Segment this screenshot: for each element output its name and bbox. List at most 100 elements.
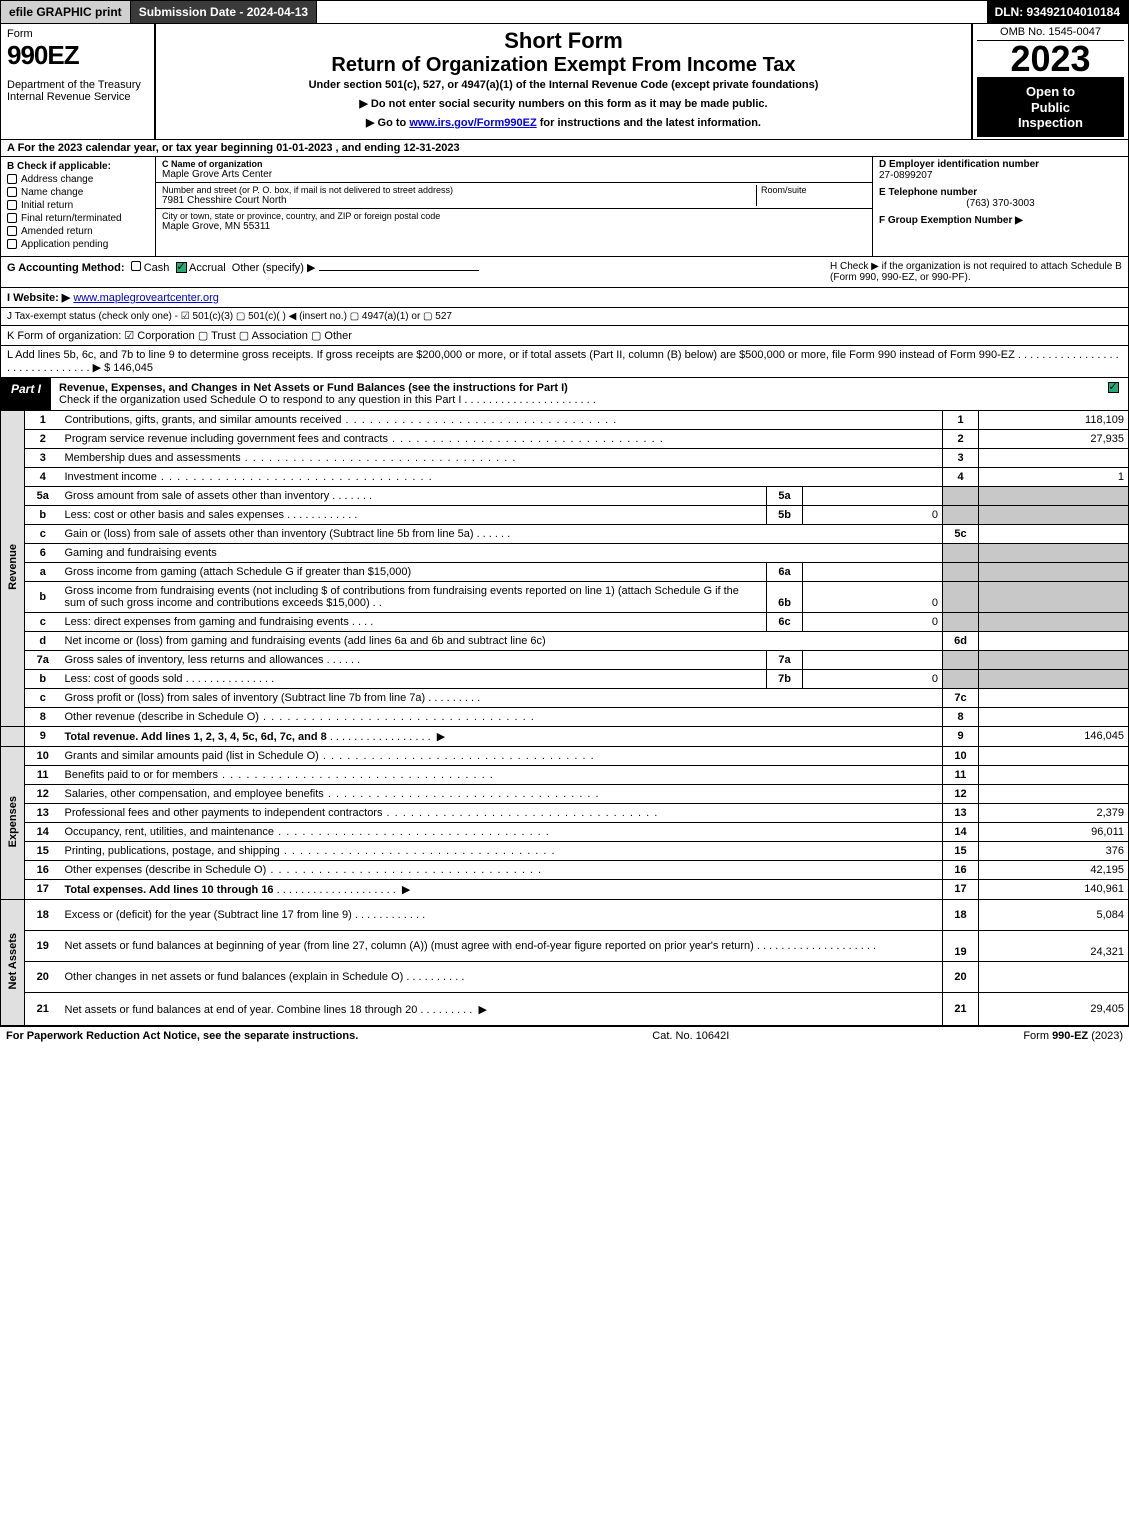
line-no: 2 [25,429,61,448]
line-desc: Total expenses. Add lines 10 through 16 [65,884,274,896]
grey-cell [943,562,979,581]
line-3: 3 Membership dues and assessments 3 [1,448,1129,467]
line-no: c [25,524,61,543]
short-form-title: Short Form [162,28,965,54]
inset-val [803,650,943,669]
sidecat-label: Expenses [7,766,19,877]
inset-val: 0 [803,669,943,688]
line-no: a [25,562,61,581]
opt-final-return[interactable]: Final return/terminated [7,213,149,224]
line-desc: Gross income from fundraising events (no… [65,585,739,609]
line-desc: Gross amount from sale of assets other t… [65,490,330,502]
city-row: City or town, state or province, country… [156,209,872,234]
grey-cell [979,650,1129,669]
line-desc: Other revenue (describe in Schedule O) [65,711,259,723]
line-num: 11 [943,765,979,784]
line-desc: Contributions, gifts, grants, and simila… [65,414,342,426]
sidecat-net-assets: Net Assets [1,899,25,1025]
website-link[interactable]: www.maplegroveartcenter.org [73,292,219,304]
line-no: 9 [25,726,61,746]
line-val [979,765,1129,784]
g-label: G Accounting Method: [7,262,125,274]
row-a-tax-year: A For the 2023 calendar year, or tax yea… [0,140,1129,157]
street-row: Number and street (or P. O. box, if mail… [156,183,872,209]
opt-application-pending[interactable]: Application pending [7,239,149,250]
submission-date: Submission Date - 2024-04-13 [131,1,317,23]
line-val: 29,405 [979,993,1129,1026]
org-name: Maple Grove Arts Center [162,169,866,180]
line-no: 20 [25,962,61,993]
inset-val: 0 [803,581,943,612]
checkbox-icon [7,213,17,223]
g-accrual: Accrual [189,262,226,274]
inset-label: 7a [767,650,803,669]
line-num: 7c [943,688,979,707]
line-no: 12 [25,784,61,803]
part-1-subtitle: Check if the organization used Schedule … [59,394,596,406]
dln: DLN: 93492104010184 [987,1,1128,23]
line-num: 20 [943,962,979,993]
opt-address-change[interactable]: Address change [7,174,149,185]
footer-form-post: (2023) [1088,1030,1123,1042]
street-label: Number and street (or P. O. box, if mail… [162,185,756,195]
goto-post: for instructions and the latest informat… [537,117,761,129]
grey-cell [979,669,1129,688]
line-14: 14Occupancy, rent, utilities, and mainte… [1,822,1129,841]
open-line1: Open to [979,84,1122,100]
inset-label: 5b [767,505,803,524]
line-val: 42,195 [979,860,1129,879]
line-no: 4 [25,467,61,486]
city: Maple Grove, MN 55311 [162,221,866,232]
irs-link[interactable]: www.irs.gov/Form990EZ [409,117,536,129]
form-number: 990EZ [7,40,148,71]
line-13: 13Professional fees and other payments t… [1,803,1129,822]
line-desc: Less: cost of goods sold [65,673,183,685]
line-no: 16 [25,860,61,879]
org-name-row: C Name of organization Maple Grove Arts … [156,157,872,183]
website-label: I Website: ▶ [7,292,70,304]
row-k-org-type: K Form of organization: ☑ Corporation ▢ … [0,326,1129,346]
line-val [979,784,1129,803]
grey-cell [943,505,979,524]
grey-cell [979,581,1129,612]
line-desc: Net assets or fund balances at beginning… [65,940,754,952]
line-val [979,524,1129,543]
line-num: 19 [943,930,979,961]
line-12: 12Salaries, other compensation, and empl… [1,784,1129,803]
line-desc: Benefits paid to or for members [65,769,218,781]
grey-cell [943,543,979,562]
line-val [979,962,1129,993]
city-label: City or town, state or province, country… [162,211,866,221]
ein-label: D Employer identification number [879,159,1039,170]
block-b-to-f: B Check if applicable: Address change Na… [0,157,1129,257]
sidecat-revenue: Revenue [1,411,25,727]
line-val: 96,011 [979,822,1129,841]
line-7b: b Less: cost of goods sold . . . . . . .… [1,669,1129,688]
opt-initial-return[interactable]: Initial return [7,200,149,211]
grey-cell [943,486,979,505]
line-no: b [25,505,61,524]
ssn-warning: ▶ Do not enter social security numbers o… [162,97,965,110]
opt-amended-return[interactable]: Amended return [7,226,149,237]
opt-label: Name change [21,187,83,198]
line-17: 17Total expenses. Add lines 10 through 1… [1,879,1129,899]
inset-label: 6c [767,612,803,631]
part-1-checkbox[interactable] [1098,378,1128,410]
line-18: Net Assets 18Excess or (deficit) for the… [1,899,1129,930]
line-1: Revenue 1 Contributions, gifts, grants, … [1,411,1129,430]
inset-label: 7b [767,669,803,688]
efile-print-button[interactable]: efile GRAPHIC print [1,1,131,23]
line-num: 1 [943,411,979,430]
part-1-header: Part I Revenue, Expenses, and Changes in… [0,378,1129,411]
form-word: Form [7,28,148,40]
line-no: 7a [25,650,61,669]
under-section: Under section 501(c), 527, or 4947(a)(1)… [162,79,965,91]
part-1-title-text: Revenue, Expenses, and Changes in Net As… [59,382,568,394]
header-center: Short Form Return of Organization Exempt… [156,24,973,139]
opt-name-change[interactable]: Name change [7,187,149,198]
dept-treasury: Department of the Treasury Internal Reve… [7,79,148,103]
line-6: 6 Gaming and fundraising events [1,543,1129,562]
opt-label: Final return/terminated [21,213,122,224]
line-no: 8 [25,707,61,726]
line-no: b [25,669,61,688]
